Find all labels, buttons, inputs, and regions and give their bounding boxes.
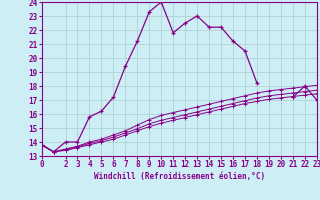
X-axis label: Windchill (Refroidissement éolien,°C): Windchill (Refroidissement éolien,°C)	[94, 172, 265, 181]
